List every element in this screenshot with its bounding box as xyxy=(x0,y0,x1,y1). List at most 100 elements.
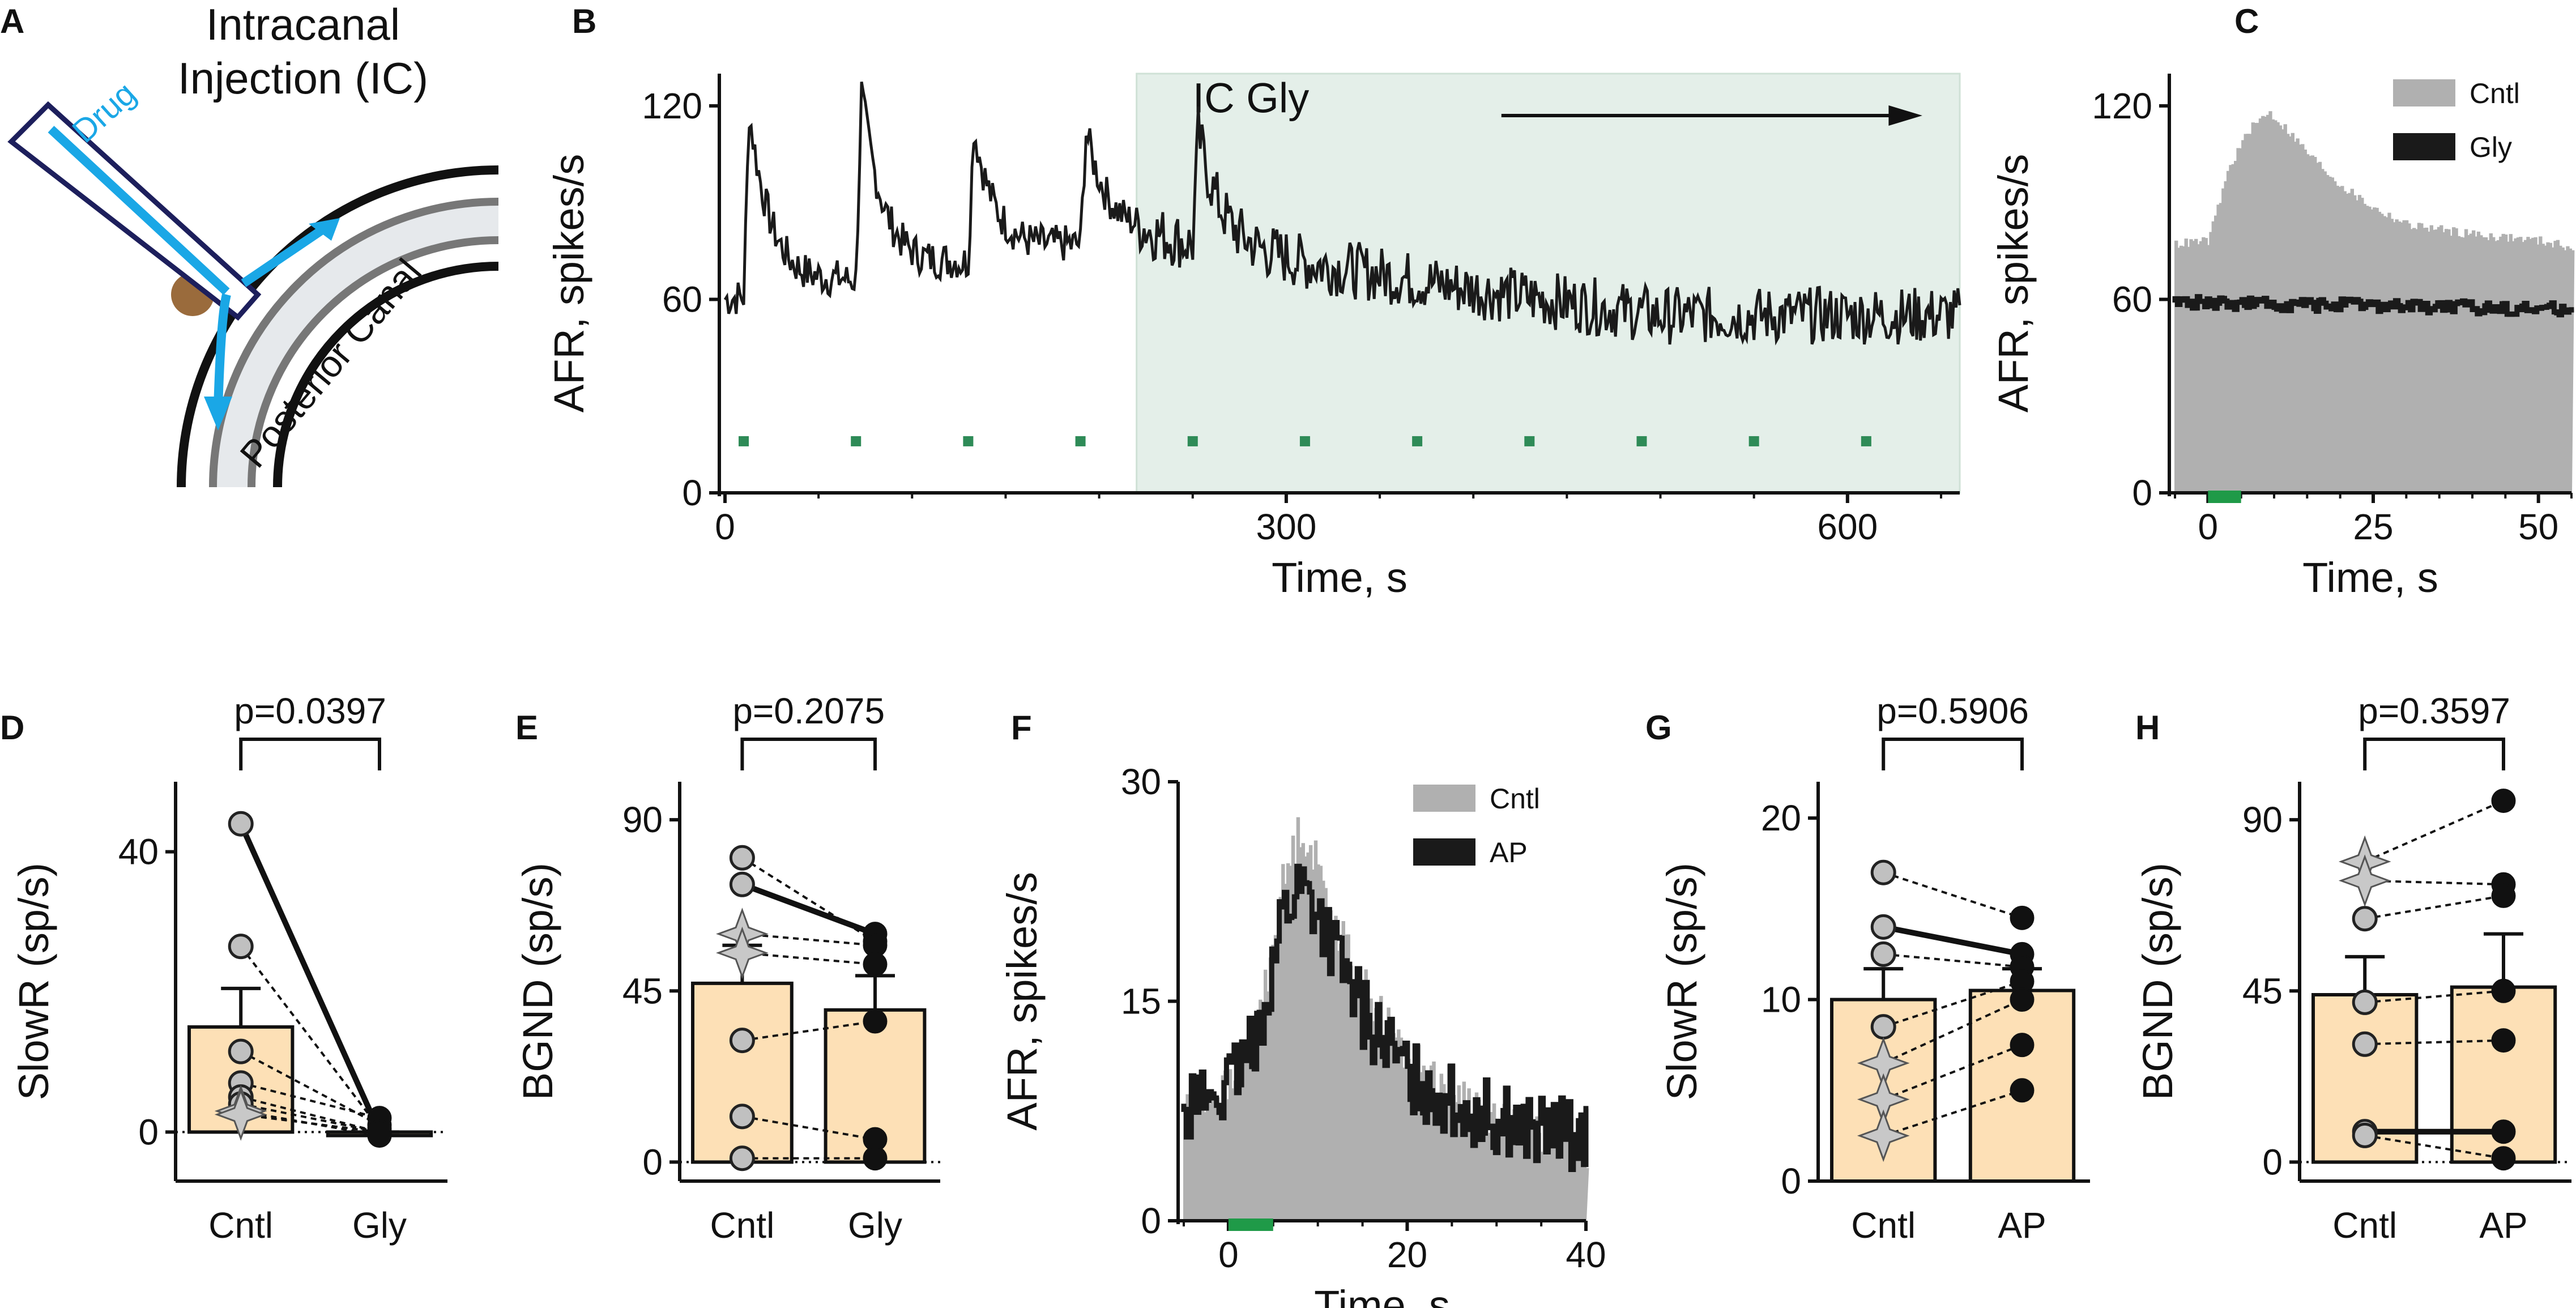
y-axis-label: SlowR (sp/s) xyxy=(10,863,57,1100)
stimulus-marker xyxy=(1187,436,1198,446)
y-axis-label: SlowR (sp/s) xyxy=(1658,863,1705,1100)
data-point-star xyxy=(214,1088,267,1141)
paired-line xyxy=(742,1115,876,1141)
data-point-star xyxy=(716,926,769,979)
significance-bracket xyxy=(239,738,381,770)
x-axis-label: Time, s xyxy=(1272,554,1408,601)
y-axis-label: AFR, spikes/s xyxy=(545,154,592,412)
paired-line xyxy=(240,1113,380,1134)
y-tick-label: 120 xyxy=(642,86,702,126)
category-label-ap: AP xyxy=(2479,1205,2527,1246)
y-tick-label: 0 xyxy=(2132,472,2152,513)
schematic-title-line-2: Injection (IC) xyxy=(178,53,428,103)
paired-line xyxy=(2364,1134,2504,1160)
legend-label-cntl: Cntl xyxy=(1490,783,1540,815)
data-point-treatment xyxy=(2010,1078,2035,1103)
panel-f: F 0 15 30 0 20 40 Time, s AFR, spikes/s Cntl AP xyxy=(999,709,1606,1308)
data-point-treatment xyxy=(2491,1119,2516,1144)
data-point-control xyxy=(228,1038,254,1064)
paired-line xyxy=(240,1102,380,1134)
panel-g: G 0 10 20 Cntl AP SlowR (sp/s) p=0.5906 xyxy=(1645,691,2090,1246)
legend-swatch-cntl xyxy=(2393,79,2455,106)
y-tick-label: 45 xyxy=(622,970,663,1011)
panel-letter-c: C xyxy=(2234,2,2259,40)
stimulus-marker xyxy=(739,436,749,446)
y-tick-label: 40 xyxy=(118,832,159,872)
gly-shaded-region xyxy=(1136,73,1961,494)
panel-letter-g: G xyxy=(1645,709,1672,747)
panel-letter-d: D xyxy=(0,709,24,747)
stimulus-marker xyxy=(1861,436,1871,446)
data-point-treatment xyxy=(863,952,888,977)
drug-arrow-up xyxy=(241,225,326,287)
paired-line xyxy=(240,1081,380,1119)
paired-line-mean xyxy=(238,823,382,1134)
data-point-star xyxy=(1857,1109,1910,1162)
significance-bracket xyxy=(740,738,877,770)
y-tick-label: 0 xyxy=(682,472,702,513)
stimulus-marker xyxy=(851,436,861,446)
data-point-treatment xyxy=(2010,905,2035,930)
arrowhead-up-icon xyxy=(309,218,340,241)
p-value-label: p=0.5906 xyxy=(1876,691,2029,731)
y-tick-label: 10 xyxy=(1761,979,1801,1020)
category-label-gly: Gly xyxy=(848,1205,902,1246)
category-label-cntl: Cntl xyxy=(208,1205,273,1246)
panel-letter-f: F xyxy=(1011,709,1032,747)
data-point-control xyxy=(2352,1031,2378,1057)
x-tick-label: 50 xyxy=(2518,506,2558,547)
y-axis-label: AFR, spikes/s xyxy=(1990,154,2037,412)
canal-inner-wall xyxy=(273,262,499,488)
x-axis-label: Time, s xyxy=(2302,554,2438,601)
y-tick-label: 60 xyxy=(662,279,702,319)
y-axis-label: AFR, spikes/s xyxy=(999,872,1046,1130)
stimulus-marker xyxy=(1299,436,1310,446)
data-point-control xyxy=(2352,989,2378,1015)
data-point-control xyxy=(729,845,755,871)
x-tick-label: 25 xyxy=(2353,506,2393,547)
canal-membrane-inner xyxy=(248,236,499,488)
y-tick-label: 90 xyxy=(622,799,663,840)
y-tick-label: 90 xyxy=(2242,799,2283,840)
data-point-control xyxy=(729,1028,755,1054)
data-point-control xyxy=(228,934,254,960)
p-value-label: p=0.0397 xyxy=(234,691,386,731)
afr-trace-line xyxy=(723,81,1961,346)
data-point-control xyxy=(729,1145,755,1171)
stimulus-marker xyxy=(1524,436,1535,446)
y-axis-label: BGND (sp/s) xyxy=(514,863,561,1100)
data-point-treatment xyxy=(863,1146,888,1171)
y-tick-label: 0 xyxy=(138,1111,159,1152)
data-point-control xyxy=(2352,906,2378,932)
x-tick-label: 0 xyxy=(1218,1234,1239,1275)
y-tick-label: 60 xyxy=(2112,279,2152,319)
paired-line xyxy=(2364,894,2504,920)
canal-lumen xyxy=(215,204,499,488)
panel-b: B 0 60 120 0 300 600 Time, s AFR, spikes/s IC Gly xyxy=(545,2,1961,601)
y-tick-label: 15 xyxy=(1121,981,1161,1022)
data-point-control xyxy=(1870,859,1896,885)
arrowhead-down-icon xyxy=(204,397,232,431)
p-value-label: p=0.3597 xyxy=(2358,691,2510,731)
stimulus-marker xyxy=(1412,436,1423,446)
data-point-control xyxy=(729,1104,755,1130)
paired-line xyxy=(2364,799,2504,863)
data-point-control xyxy=(2352,1122,2378,1148)
y-tick-label: 0 xyxy=(2262,1141,2283,1182)
paired-line xyxy=(1883,1043,2023,1101)
data-point-treatment xyxy=(863,1009,888,1034)
paired-line-mean xyxy=(1883,924,2023,957)
panel-d: D 0 40 Cntl Gly SlowR (sp/s) p=0.0397 xyxy=(0,691,447,1246)
paired-line xyxy=(742,952,876,966)
category-label-cntl: Cntl xyxy=(2332,1205,2397,1246)
paired-line xyxy=(742,932,876,947)
ic-gly-annotation: IC Gly xyxy=(1193,74,1310,121)
data-point-treatment xyxy=(2491,883,2516,908)
data-point-control xyxy=(1870,941,1896,967)
data-point-treatment xyxy=(2010,987,2035,1012)
stimulus-marker xyxy=(1636,436,1647,446)
y-tick-label: 0 xyxy=(1781,1161,1801,1202)
drug-flow-line xyxy=(48,126,230,295)
p-value-label: p=0.2075 xyxy=(732,691,885,731)
category-label-ap: AP xyxy=(1998,1205,2046,1246)
